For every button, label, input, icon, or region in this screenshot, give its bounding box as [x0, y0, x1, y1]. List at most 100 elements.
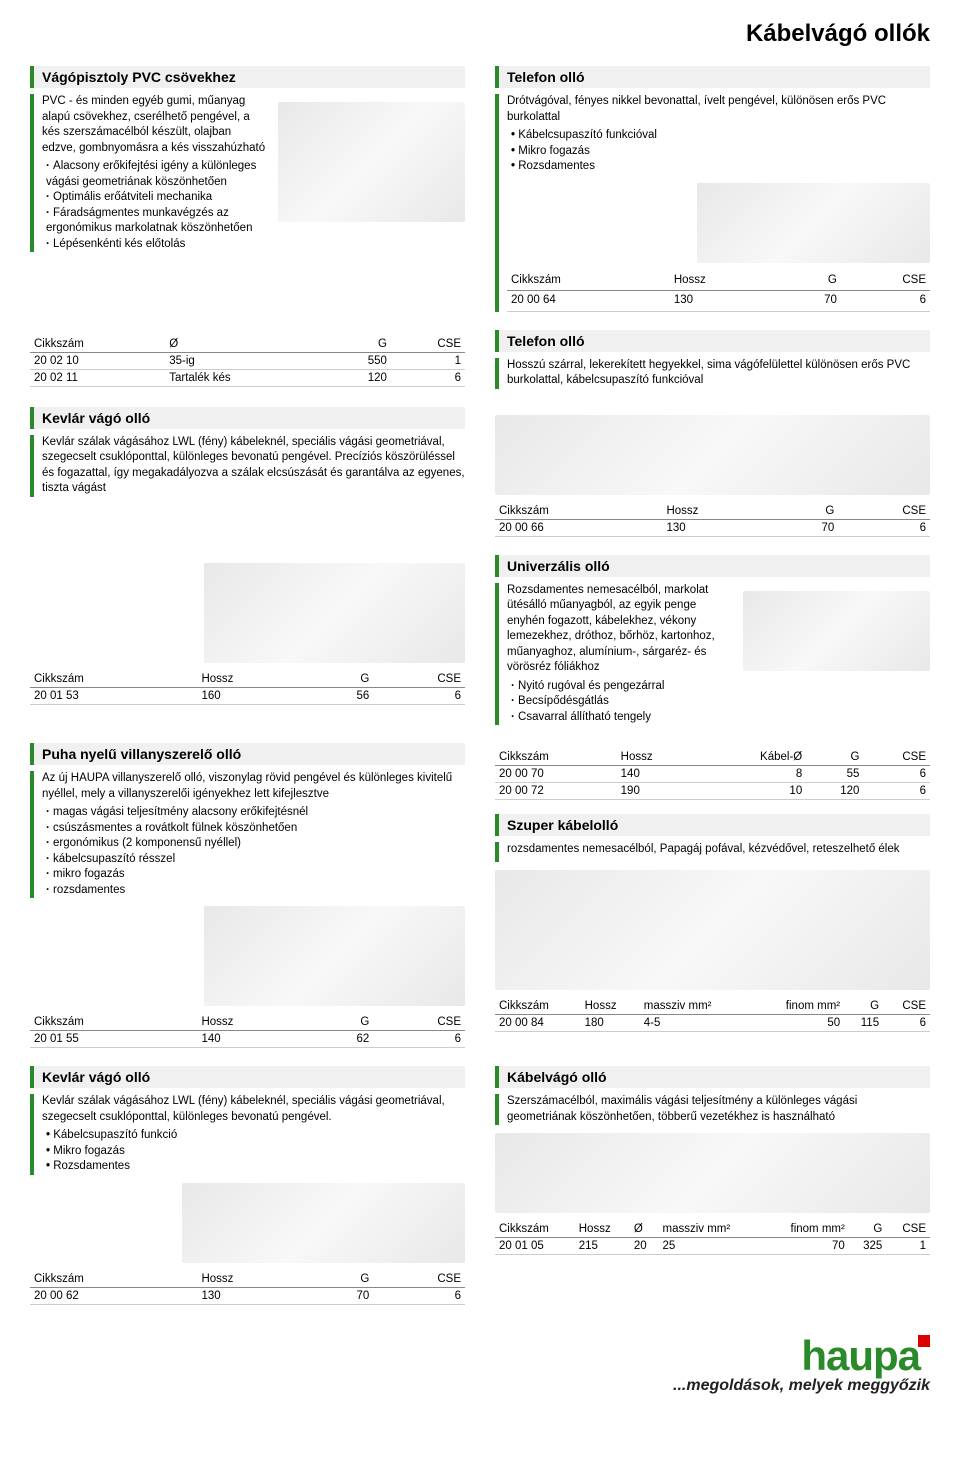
kabelvago-desc: Szerszámacélból, maximális vágási teljes… — [507, 1095, 857, 1123]
pvc-pistol-bullets: Alacsony erőkifejtési igény a különleges… — [42, 159, 266, 252]
pvc-pistol-body: PVC - és minden egyéb gumi, műanyag alap… — [30, 94, 465, 252]
pvc-pistol-image — [278, 102, 465, 222]
page-footer: haupa ...megoldások, melyek meggyőzik — [30, 1335, 930, 1395]
kevlar2-bullets: Kábelcsupaszító funkció Mikro fogazás Ro… — [42, 1128, 465, 1175]
th: CSE — [838, 503, 930, 520]
univerzalis-desc: Rozsdamentes nemesacélból, markolat ütés… — [507, 584, 715, 674]
bullet: magas vágási teljesítmény alacsony erőki… — [46, 805, 465, 821]
bullet: Alacsony erőkifejtési igény a különleges… — [46, 159, 266, 190]
bullet: Mikro fogazás — [46, 1144, 465, 1160]
pvc-pistol-heading: Vágópisztoly PVC csövekhez — [30, 66, 465, 88]
th: G — [778, 503, 838, 520]
td: 20 00 72 — [495, 783, 617, 800]
telefon1-table: Cikkszám Hossz G CSE 20 00 64 130 70 6 — [507, 271, 930, 312]
td: 6 — [863, 766, 930, 783]
puha-heading: Puha nyelű villanyszerelő olló — [30, 743, 465, 765]
td: 215 — [575, 1238, 630, 1255]
td: 325 — [849, 1238, 886, 1255]
bullet: kábelcsupaszító résszel — [46, 852, 465, 868]
puha-body: Az új HAUPA villanyszerelő olló, viszony… — [30, 771, 465, 898]
td: 20 00 62 — [30, 1287, 197, 1304]
th: CSE — [841, 271, 930, 291]
kevlar2-table: Cikkszám Hossz G CSE 20 00 62 130 70 6 — [30, 1271, 465, 1305]
td: 20 01 53 — [30, 687, 197, 704]
td: 6 — [883, 1015, 930, 1032]
kevlar2-body: Kevlár szálak vágásához LWL (fény) kábel… — [30, 1094, 465, 1175]
szuper-desc: rozsdamentes nemesacélból, Papagáj pofáv… — [507, 843, 900, 855]
telefon1-heading: Telefon olló — [495, 66, 930, 88]
telefon2-table: Cikkszám Hossz G CSE 20 00 66 130 70 6 — [495, 503, 930, 537]
td: 6 — [373, 1031, 465, 1048]
th: CSE — [886, 1221, 930, 1238]
td: 55 — [806, 766, 863, 783]
puha-bullets: magas vágási teljesítmény alacsony erőki… — [42, 805, 465, 898]
th: finom mm² — [763, 1221, 849, 1238]
th: G — [849, 1221, 886, 1238]
td: 20 01 05 — [495, 1238, 575, 1255]
bullet: Optimális erőátviteli mechanika — [46, 190, 266, 206]
td: 140 — [197, 1031, 313, 1048]
telefon2-heading: Telefon olló — [495, 330, 930, 352]
th: finom mm² — [752, 998, 844, 1015]
bullet: Rozsdamentes — [46, 1159, 465, 1175]
table-row: 20 00 66 130 70 6 — [495, 519, 930, 536]
td: 4-5 — [640, 1015, 752, 1032]
th: CSE — [373, 671, 465, 688]
td: 50 — [752, 1015, 844, 1032]
th: CSE — [373, 1271, 465, 1288]
bullet: Kábelcsupaszító funkció — [46, 1128, 465, 1144]
table-row: 20 00 62 130 70 6 — [30, 1287, 465, 1304]
table-header-row: Cikkszám Hossz G CSE — [30, 671, 465, 688]
th: G — [313, 1014, 373, 1031]
td: 6 — [838, 519, 930, 536]
table-header-row: Cikkszám Hossz Kábel-Ø G CSE — [495, 749, 930, 766]
th: Hossz — [197, 671, 313, 688]
th: Ø — [165, 336, 327, 353]
kevlar2-desc: Kevlár szálak vágásához LWL (fény) kábel… — [42, 1095, 445, 1123]
table-header-row: Cikkszám Hossz Ø massziv mm² finom mm² G… — [495, 1221, 930, 1238]
td: Tartalék kés — [165, 369, 327, 386]
kevlar2-image — [182, 1183, 465, 1263]
td: 160 — [197, 687, 313, 704]
univerzalis-heading: Univerzális olló — [495, 555, 930, 577]
td: 62 — [313, 1031, 373, 1048]
td: 550 — [327, 352, 391, 369]
td: 10 — [701, 783, 807, 800]
table-row: 20 01 55 140 62 6 — [30, 1031, 465, 1048]
bullet: mikro fogazás — [46, 867, 465, 883]
td: 70 — [782, 291, 841, 312]
table-row: 20 01 53 160 56 6 — [30, 687, 465, 704]
th: Cikkszám — [30, 671, 197, 688]
univerzalis-image — [743, 591, 930, 671]
th: G — [327, 336, 391, 353]
td: 1 — [886, 1238, 930, 1255]
table-row: 20 00 64 130 70 6 — [507, 291, 930, 312]
td: 130 — [670, 291, 782, 312]
table-header-row: Cikkszám Hossz G CSE — [30, 1271, 465, 1288]
th: Cikkszám — [30, 1271, 197, 1288]
td: 70 — [778, 519, 838, 536]
page-title: Kábelvágó ollók — [30, 20, 930, 48]
puha-desc: Az új HAUPA villanyszerelő olló, viszony… — [42, 772, 452, 800]
td: 20 02 11 — [30, 369, 165, 386]
szuper-body: rozsdamentes nemesacélból, Papagáj pofáv… — [495, 842, 930, 862]
th: Cikkszám — [30, 1014, 197, 1031]
td: 20 00 66 — [495, 519, 662, 536]
th: Cikkszám — [495, 749, 617, 766]
bullet: Fáradságmentes munkavégzés az ergonómiku… — [46, 206, 266, 237]
table-row: 20 00 84 180 4-5 50 115 6 — [495, 1015, 930, 1032]
td: 120 — [806, 783, 863, 800]
th: CSE — [863, 749, 930, 766]
th: Hossz — [617, 749, 701, 766]
td: 56 — [313, 687, 373, 704]
table-header-row: Cikkszám Hossz G CSE — [30, 1014, 465, 1031]
pvc-pistol-desc: PVC - és minden egyéb gumi, műanyag alap… — [42, 95, 265, 154]
telefon2-image — [495, 415, 930, 495]
kabelvago-table: Cikkszám Hossz Ø massziv mm² finom mm² G… — [495, 1221, 930, 1255]
th: G — [313, 1271, 373, 1288]
th: Cikkszám — [30, 336, 165, 353]
td: 70 — [313, 1287, 373, 1304]
table-row: 20 01 05 215 20 25 70 325 1 — [495, 1238, 930, 1255]
kevlar1-table: Cikkszám Hossz G CSE 20 01 53 160 56 6 — [30, 671, 465, 705]
kabelvago-image — [495, 1133, 930, 1213]
